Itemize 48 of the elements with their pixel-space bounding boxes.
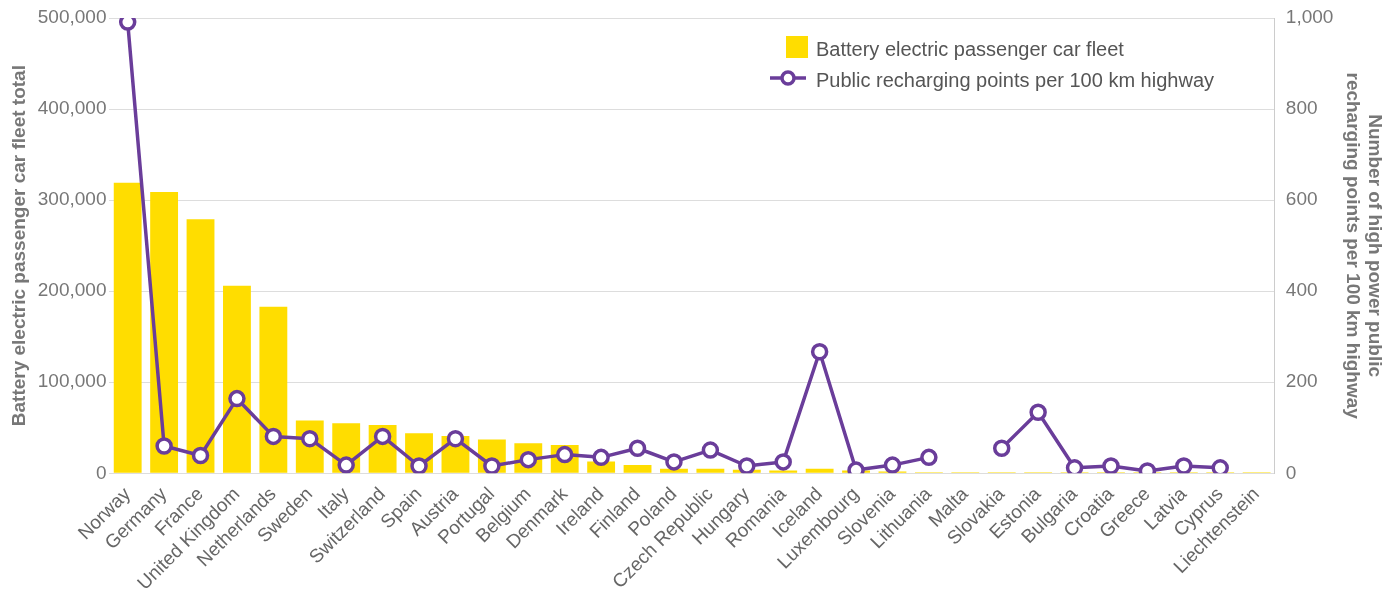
bar <box>259 306 288 473</box>
y-tick-label: 0 <box>95 461 107 483</box>
y2-tick-label: 800 <box>1285 97 1318 119</box>
point <box>191 446 210 465</box>
bar <box>805 468 834 473</box>
y2-tick-label: 1,000 <box>1285 6 1334 28</box>
point <box>665 453 683 471</box>
y-tick-label: 500,000 <box>37 6 107 28</box>
bar <box>113 182 142 473</box>
y-tick-label: 400,000 <box>37 97 107 119</box>
y-tick-label: 100,000 <box>37 370 107 392</box>
point <box>810 342 829 361</box>
bar <box>623 465 652 473</box>
point <box>1102 457 1120 474</box>
y2-tick-label: 200 <box>1285 370 1318 392</box>
point <box>1175 457 1193 474</box>
legend-label: Public recharging points per 100 km highway <box>816 69 1214 92</box>
point <box>883 456 902 474</box>
point <box>410 457 428 474</box>
y-tick-label: 300,000 <box>37 188 107 210</box>
point <box>1211 459 1229 474</box>
point <box>373 427 392 446</box>
y2-tick-label: 400 <box>1285 279 1318 301</box>
point <box>1029 403 1047 422</box>
point <box>446 429 465 448</box>
bar <box>769 470 798 473</box>
point <box>920 448 938 467</box>
bar <box>696 468 725 473</box>
point <box>592 448 610 467</box>
point <box>155 437 173 455</box>
legend-label: Battery electric passenger car fleet <box>816 38 1124 61</box>
y-axis-title: Battery electric passenger car fleet total <box>7 65 29 427</box>
bar <box>186 219 215 473</box>
point <box>1065 459 1084 474</box>
point <box>264 427 283 446</box>
point <box>228 389 246 408</box>
y-tick-label: 200,000 <box>37 279 107 301</box>
point <box>628 439 647 457</box>
y2-tick-label: 600 <box>1285 188 1318 210</box>
point <box>774 453 792 471</box>
y2-axis-title: Number of high power public recharging points per 100 km highway <box>1342 72 1387 420</box>
bar <box>223 285 251 473</box>
point <box>337 456 355 474</box>
point <box>738 457 756 474</box>
y2-tick-label: 0 <box>1285 461 1297 483</box>
point <box>701 441 720 459</box>
point <box>483 457 501 474</box>
point <box>992 439 1011 457</box>
